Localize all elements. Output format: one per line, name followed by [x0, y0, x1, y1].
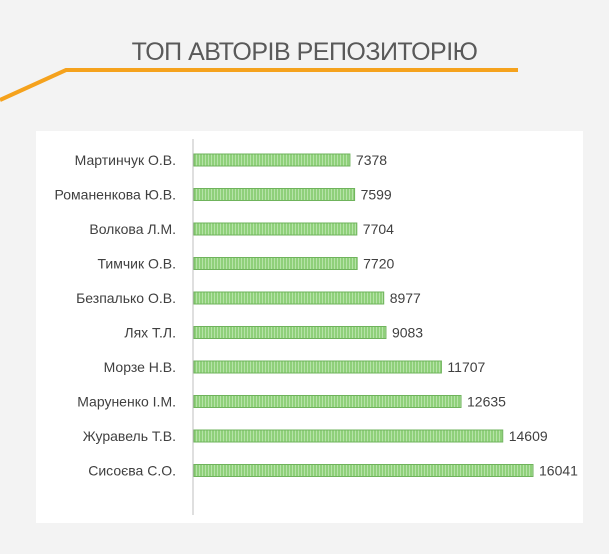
category-label: Лях Т.Л.: [124, 325, 176, 341]
chart-panel: Мартинчук О.В. 7378 Романенкова Ю.В. 7599 Во…: [36, 131, 583, 523]
data-label: 12635: [467, 394, 506, 410]
page-title: ТОП АВТОРІВ РЕПОЗИТОРІЮ: [131, 38, 478, 66]
data-label: 7599: [361, 187, 392, 203]
bar: [193, 395, 462, 408]
bar: [193, 188, 356, 201]
data-label: 8977: [390, 290, 421, 306]
category-label: Безпалько О.В.: [76, 290, 176, 306]
accent-line: [0, 68, 518, 102]
category-label: Тимчик О.В.: [97, 256, 176, 272]
data-label: 7720: [363, 256, 394, 272]
bar: [193, 464, 534, 477]
bar: [193, 360, 442, 374]
bar: [193, 153, 351, 167]
category-label: Сисоєва С.О.: [88, 463, 176, 479]
data-label: 14609: [509, 428, 548, 444]
category-label: Морзе Н.В.: [104, 359, 176, 375]
bar: [193, 326, 387, 339]
data-label: 7378: [356, 152, 387, 168]
bar-chart: Мартинчук О.В. 7378 Романенкова Ю.В. 7599 Во…: [55, 139, 578, 515]
category-label: Мартинчук О.В.: [75, 152, 176, 168]
data-label: 16041: [539, 463, 578, 479]
category-label: Маруненко І.М.: [77, 394, 176, 410]
bar: [193, 257, 358, 270]
data-label: 7704: [363, 221, 394, 237]
category-label: Волкова Л.М.: [89, 221, 176, 237]
category-label: Журавель Т.В.: [83, 428, 176, 444]
data-label: 9083: [392, 325, 423, 341]
bar: [193, 429, 504, 443]
category-label: Романенкова Ю.В.: [55, 187, 176, 203]
bar: [193, 291, 385, 305]
data-label: 11707: [447, 359, 485, 375]
bar: [193, 222, 358, 236]
